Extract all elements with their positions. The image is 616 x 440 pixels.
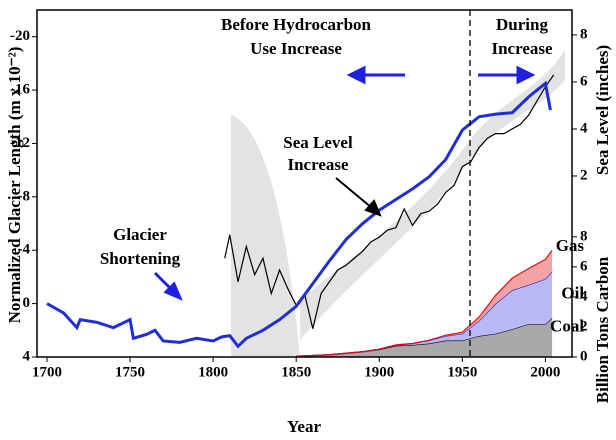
annotation: Use Increase bbox=[250, 39, 342, 58]
y-tick-label: -8 bbox=[18, 188, 31, 204]
y-tick-label: -16 bbox=[10, 82, 30, 98]
stack-label: Coal bbox=[550, 316, 584, 335]
annotation: During bbox=[496, 15, 548, 34]
arrows bbox=[153, 65, 536, 301]
y-axis-label: Normalized Glacier Length (m x 10⁻²) bbox=[5, 47, 24, 324]
y-tick-label: 4 bbox=[23, 348, 31, 364]
annotation: Before Hydrocarbon bbox=[221, 15, 372, 34]
annotation: Increase bbox=[287, 155, 349, 174]
annotation: Shortening bbox=[100, 249, 181, 268]
stack-label: Gas bbox=[556, 236, 585, 255]
uncertainty-band bbox=[231, 115, 300, 357]
y-tick-label: -12 bbox=[10, 135, 30, 151]
y-tick-label: -4 bbox=[18, 242, 31, 258]
plot-frame bbox=[36, 9, 573, 358]
stack-area bbox=[296, 271, 553, 357]
x-tick-label: 1800 bbox=[198, 364, 228, 380]
annotation: Sea Level bbox=[283, 133, 353, 152]
y-tick-label: 0 bbox=[23, 295, 31, 311]
y3-axis-label: Billion Tons Carbon bbox=[593, 256, 612, 403]
y2-tick-label: 8 bbox=[580, 26, 588, 42]
stack-area bbox=[296, 317, 553, 357]
y3-tick-label: 0 bbox=[580, 348, 588, 364]
uncertainty-band bbox=[300, 50, 565, 340]
x-axis-label: Year bbox=[287, 417, 321, 436]
series-line bbox=[224, 74, 555, 329]
y2-axis-label: Sea Level (inches) bbox=[593, 45, 612, 175]
y3-tick-label: 2 bbox=[580, 318, 588, 334]
stack-label: Oil bbox=[561, 284, 584, 303]
y3-tick-label: 6 bbox=[580, 258, 588, 274]
annotation: Increase bbox=[491, 39, 553, 58]
y3-tick-label: 8 bbox=[580, 228, 588, 244]
arrow bbox=[335, 177, 382, 217]
y3-tick-label: 4 bbox=[580, 288, 588, 304]
annotation: Glacier bbox=[113, 225, 167, 244]
y2-tick-label: 2 bbox=[580, 167, 588, 183]
x-tick-label: 1950 bbox=[447, 364, 477, 380]
x-tick-label: 1850 bbox=[281, 364, 311, 380]
y2-tick-label: 4 bbox=[580, 120, 588, 136]
stack-line bbox=[296, 249, 553, 357]
y-tick-label: -20 bbox=[10, 28, 30, 44]
x-tick-label: 1700 bbox=[32, 364, 62, 380]
x-tick-label: 1900 bbox=[364, 364, 394, 380]
x-tick-label: 2000 bbox=[530, 364, 560, 380]
x-tick-label: 1750 bbox=[115, 364, 145, 380]
series-line bbox=[46, 80, 552, 349]
y2-tick-label: 6 bbox=[580, 73, 588, 89]
